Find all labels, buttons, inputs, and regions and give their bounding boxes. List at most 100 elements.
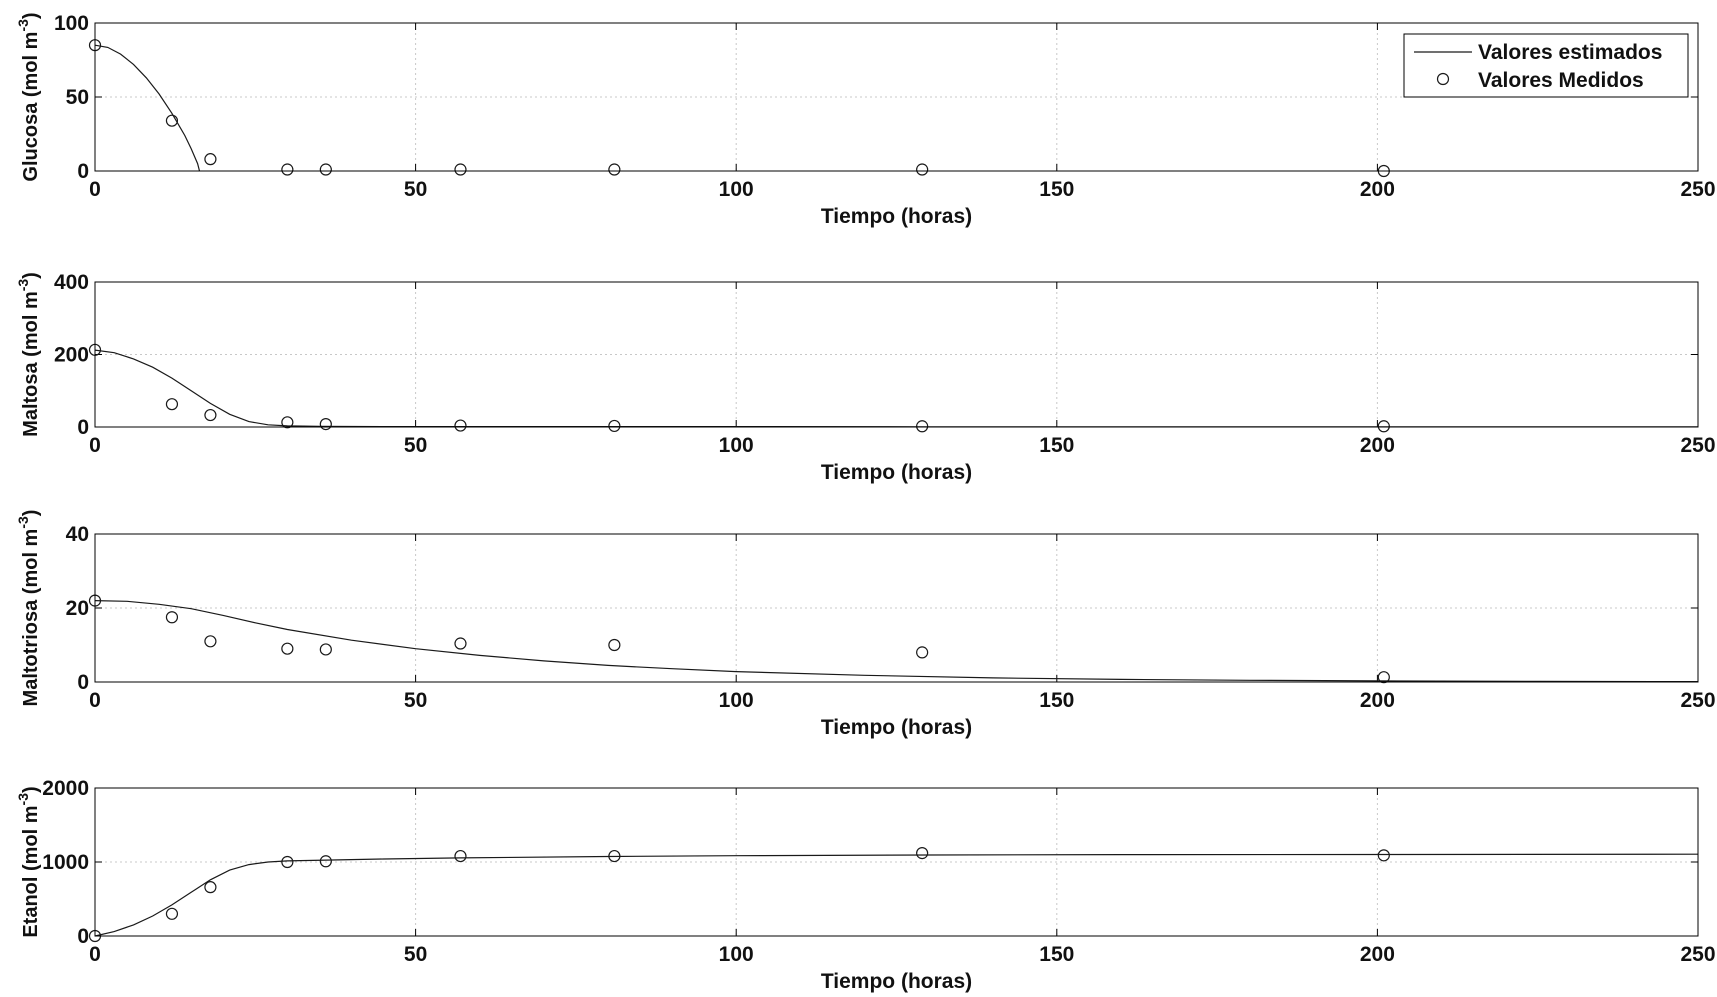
x-tick-label: 100 <box>719 689 754 712</box>
axes-frame <box>94 22 1699 172</box>
data-point-valores-medidos <box>1377 671 1390 684</box>
x-tick-label: 50 <box>404 178 427 201</box>
x-tick-label: 250 <box>1680 689 1715 712</box>
x-tick-label: 250 <box>1680 434 1715 457</box>
series-valores-estimados-line <box>94 853 1699 937</box>
y-axis-label-superscript: -3 <box>15 516 31 529</box>
x-tick-label: 100 <box>719 943 754 966</box>
legend-marker-swatch <box>1436 72 1450 86</box>
data-point-valores-medidos <box>319 855 332 868</box>
x-tick-label: 0 <box>89 434 101 457</box>
x-tick-label: 250 <box>1680 178 1715 201</box>
axes-frame <box>94 787 1699 937</box>
x-tick-label: 100 <box>719 434 754 457</box>
x-tick-label: 150 <box>1039 689 1074 712</box>
y-tick-label: 20 <box>66 597 89 620</box>
data-point-valores-medidos <box>281 642 294 655</box>
data-point-valores-medidos <box>916 420 929 433</box>
y-axis-label-text: Maltosa (mol m <box>20 291 42 437</box>
data-point-valores-medidos <box>608 163 621 176</box>
legend-entry-label: Valores Medidos <box>1478 69 1644 92</box>
data-point-valores-medidos <box>319 643 332 656</box>
x-axis-label: Tiempo (horas) <box>821 461 972 484</box>
x-tick-label: 50 <box>404 689 427 712</box>
data-point-valores-medidos <box>608 419 621 433</box>
y-tick-label: 0 <box>77 416 89 439</box>
data-point-valores-medidos <box>281 416 294 429</box>
data-point-valores-medidos <box>454 163 467 176</box>
data-point-valores-medidos <box>281 855 294 869</box>
y-axis-label-text: Glucosa (mol m <box>20 32 42 182</box>
y-axis-label-superscript: -3 <box>15 19 31 32</box>
x-axis-label: Tiempo (horas) <box>821 716 972 739</box>
y-axis-label: Etanol (mol m-3) <box>15 786 42 937</box>
data-point-valores-medidos <box>608 849 621 863</box>
data-point-valores-medidos <box>204 408 217 422</box>
x-tick-label: 150 <box>1039 434 1074 457</box>
y-axis-label-close: ) <box>20 786 42 793</box>
etanol-panel: 0 50 100 150 200 250 0 1000 2000 Tiempo (horas) Et… <box>15 777 1716 993</box>
y-tick-label: 200 <box>54 344 89 367</box>
x-tick-label: 200 <box>1360 943 1395 966</box>
legend: Valores estimados Valores Medidos <box>1403 33 1689 98</box>
axes-frame <box>94 281 1699 428</box>
data-point-valores-medidos <box>319 163 332 176</box>
series-valores-estimados-line <box>94 44 201 172</box>
data-point-valores-medidos <box>454 637 467 650</box>
x-axis-label: Tiempo (horas) <box>821 205 972 228</box>
data-point-valores-medidos <box>1377 849 1390 862</box>
x-tick-label: 50 <box>404 434 427 457</box>
legend-entry-label: Valores estimados <box>1478 41 1662 64</box>
data-point-valores-medidos <box>204 153 217 166</box>
x-tick-label: 200 <box>1360 434 1395 457</box>
y-tick-label: 40 <box>66 523 89 546</box>
y-axis-label-close: ) <box>20 272 42 279</box>
x-tick-label: 200 <box>1360 178 1395 201</box>
y-tick-label: 400 <box>54 271 89 294</box>
x-tick-label: 100 <box>719 178 754 201</box>
x-tick-label: 50 <box>404 943 427 966</box>
data-point-valores-medidos <box>165 398 179 411</box>
series-valores-estimados-line <box>94 600 1699 683</box>
x-tick-label: 0 <box>89 943 101 966</box>
data-point-valores-medidos <box>165 907 179 920</box>
y-axis-label-text: Maltotriosa (mol m <box>20 529 42 707</box>
data-point-valores-medidos <box>319 418 332 431</box>
legend-box <box>1403 33 1689 98</box>
y-tick-label: 100 <box>54 12 89 35</box>
data-point-valores-medidos <box>916 847 929 860</box>
axes-frame <box>94 533 1699 683</box>
x-axis-label: Tiempo (horas) <box>821 970 972 993</box>
y-tick-label: 0 <box>77 925 89 948</box>
x-tick-label: 150 <box>1039 178 1074 201</box>
x-tick-label: 250 <box>1680 943 1715 966</box>
y-tick-label: 0 <box>77 160 89 183</box>
data-point-valores-medidos <box>281 163 294 176</box>
maltotriosa-panel: 0 50 100 150 200 250 0 20 40 Tiempo (horas) Maltot… <box>15 510 1716 739</box>
data-point-valores-medidos <box>916 646 929 659</box>
y-axis-label: Glucosa (mol m-3) <box>15 12 42 181</box>
y-tick-label: 0 <box>77 671 89 694</box>
y-tick-label: 2000 <box>42 777 89 800</box>
y-axis-label-superscript: -3 <box>15 793 31 806</box>
y-axis-label-close: ) <box>20 12 42 19</box>
maltosa-panel: 0 50 100 150 200 250 0 200 400 Tiempo (horas) Malt… <box>15 271 1716 484</box>
data-point-valores-medidos <box>916 163 929 176</box>
y-axis-label-close: ) <box>20 510 42 517</box>
data-point-valores-medidos <box>204 881 217 894</box>
y-axis-label-superscript: -3 <box>15 279 31 292</box>
y-axis-label: Maltotriosa (mol m-3) <box>15 510 42 707</box>
data-point-valores-medidos <box>1377 420 1390 433</box>
data-point-valores-medidos <box>454 849 467 863</box>
y-axis-label-text: Etanol (mol m <box>20 805 42 937</box>
x-tick-label: 150 <box>1039 943 1074 966</box>
y-axis-label: Maltosa (mol m-3) <box>15 272 42 437</box>
x-tick-label: 0 <box>89 689 101 712</box>
x-tick-label: 0 <box>89 178 101 201</box>
data-point-valores-medidos <box>165 611 179 624</box>
data-point-valores-medidos <box>608 638 621 652</box>
data-point-valores-medidos <box>165 114 179 127</box>
data-point-valores-medidos <box>204 635 217 648</box>
y-tick-label: 1000 <box>42 851 89 874</box>
